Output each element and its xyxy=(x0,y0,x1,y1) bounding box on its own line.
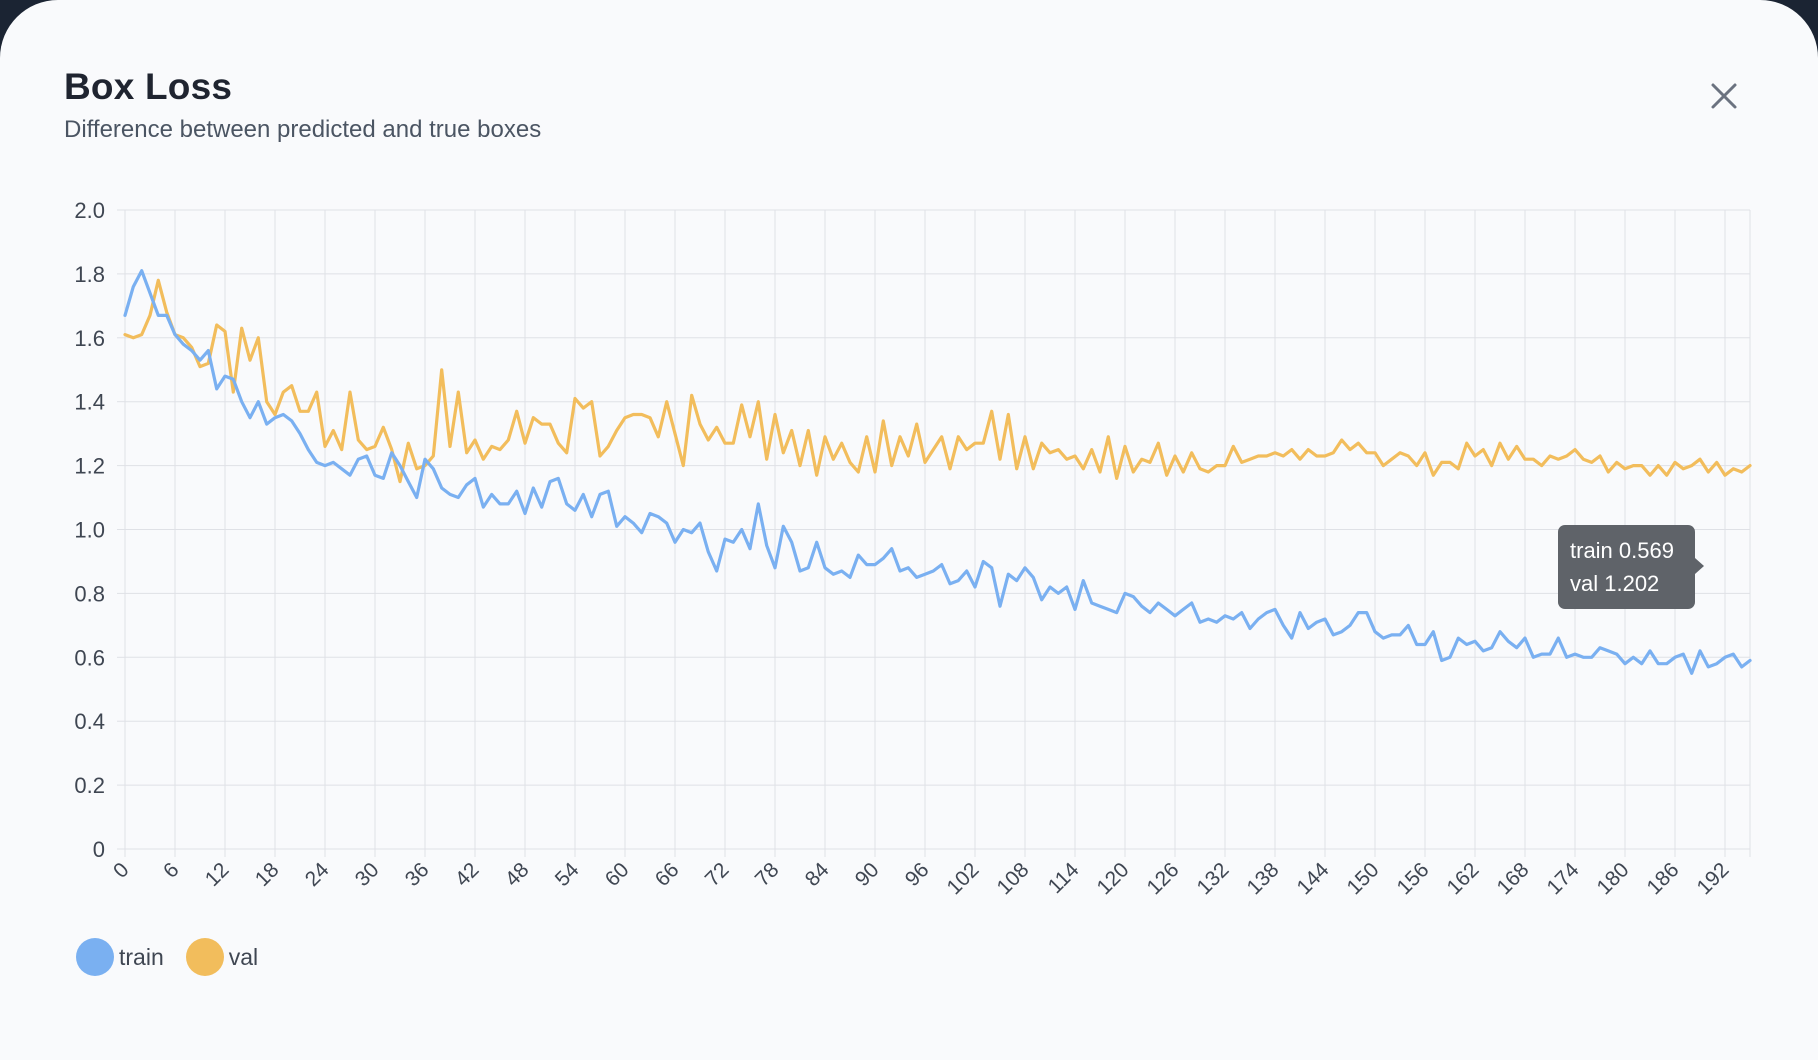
x-tick-label: 108 xyxy=(992,858,1033,899)
x-tick-label: 90 xyxy=(851,858,884,891)
legend-item-train[interactable]: train xyxy=(76,938,164,976)
x-tick-label: 12 xyxy=(201,858,234,891)
x-tick-label: 72 xyxy=(701,858,734,891)
x-tick-label: 36 xyxy=(401,858,434,891)
legend-label-train: train xyxy=(119,943,164,970)
modal-title: Box Loss xyxy=(64,66,233,107)
x-tick-label: 102 xyxy=(942,858,983,899)
x-tick-label: 168 xyxy=(1492,858,1533,899)
x-tick-label: 186 xyxy=(1642,858,1683,899)
legend: train val xyxy=(76,938,266,976)
x-tick-label: 162 xyxy=(1442,858,1483,899)
x-tick-label: 126 xyxy=(1142,858,1183,899)
y-tick-label: 0.8 xyxy=(74,581,105,606)
y-tick-label: 1.6 xyxy=(74,326,105,351)
x-tick-label: 132 xyxy=(1192,858,1233,899)
legend-swatch-train xyxy=(76,938,114,976)
x-tick-label: 174 xyxy=(1542,858,1583,899)
x-tick-label: 138 xyxy=(1242,858,1283,899)
y-tick-label: 0.2 xyxy=(74,773,105,798)
series-line-train xyxy=(123,269,1752,675)
x-tick-label: 150 xyxy=(1342,858,1383,899)
y-axis: 0 0.2 0.4 0.6 0.8 1.0 1.2 1.4 1.6 1.8 2.0 xyxy=(74,198,105,862)
x-tick-label: 144 xyxy=(1292,858,1333,899)
y-tick-label: 1.8 xyxy=(74,262,105,287)
tooltip-val-value: val 1.202 xyxy=(1570,571,1660,596)
hover-tooltip: train 0.569 val 1.202 xyxy=(1558,525,1704,609)
x-tick-label: 54 xyxy=(551,858,584,891)
x-tick-label: 42 xyxy=(451,858,484,891)
x-tick-label: 30 xyxy=(351,858,384,891)
y-tick-label: 1.2 xyxy=(74,454,105,479)
x-tick-label: 66 xyxy=(651,858,684,891)
x-tick-label: 84 xyxy=(801,858,834,891)
y-tick-label: 0 xyxy=(93,837,105,862)
x-tick-label: 114 xyxy=(1044,858,1084,898)
legend-swatch-val xyxy=(185,938,224,976)
y-tick-label: 0.6 xyxy=(74,645,105,670)
x-tick-label: 24 xyxy=(301,858,334,891)
close-button[interactable] xyxy=(1700,72,1748,120)
grid xyxy=(117,209,1751,857)
x-tick-label: 18 xyxy=(251,858,284,891)
legend-label-val: val xyxy=(228,943,259,970)
series-line-val xyxy=(123,278,1752,484)
x-tick-label: 156 xyxy=(1392,858,1433,899)
tooltip-train-value: train 0.569 xyxy=(1570,538,1674,563)
x-axis: 0 6 12 18 24 30 36 42 48 54 60 66 72 78 84 90 96 102 108 11… xyxy=(109,858,1734,899)
x-tick-label: 6 xyxy=(159,858,184,883)
modal-subtitle: Difference between predicted and true bo… xyxy=(64,116,542,143)
x-tick-label: 96 xyxy=(901,858,934,891)
line-chart: 00.20.40.60.81.01.21.41.61.82.0 0 6 12 18 24… xyxy=(74,198,1752,899)
x-tick-label: 180 xyxy=(1592,858,1633,899)
x-tick-label: 60 xyxy=(601,858,634,891)
x-tick-label: 78 xyxy=(751,858,784,891)
y-tick-label: 1.4 xyxy=(74,390,105,415)
x-tick-label: 48 xyxy=(501,858,534,891)
y-tick-label: 1.0 xyxy=(74,518,105,543)
series xyxy=(123,269,1752,675)
close-icon xyxy=(1711,83,1737,109)
y-tick-label: 2.0 xyxy=(74,198,105,223)
x-tick-label: 192 xyxy=(1692,858,1733,899)
x-tick-label: 120 xyxy=(1092,858,1133,899)
x-tick-label: 0 xyxy=(109,858,134,883)
y-tick-label: 0.4 xyxy=(74,709,105,734)
legend-item-val[interactable]: val xyxy=(185,938,259,976)
